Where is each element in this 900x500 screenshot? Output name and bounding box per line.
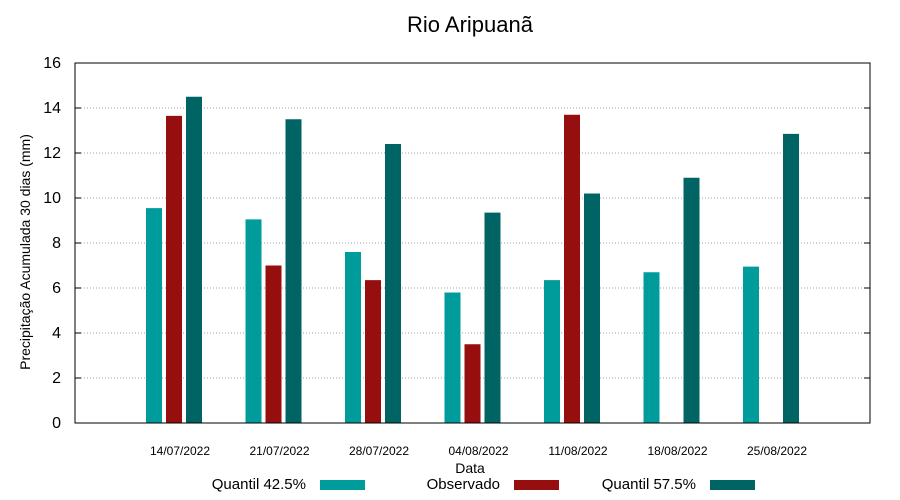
bar-observado-4	[564, 114, 580, 423]
x-tick-label: 25/08/2022	[747, 444, 807, 458]
y-tick-label: 14	[43, 100, 61, 117]
y-tick-label: 2	[52, 370, 61, 387]
bar-quantil-42-5-2	[345, 252, 361, 423]
bar-quantil-42-5-1	[245, 219, 262, 423]
legend-swatch	[320, 480, 365, 490]
bar-quantil-57-5-0	[186, 96, 202, 423]
bars	[146, 96, 799, 423]
grid	[75, 107, 870, 379]
bar-quantil-57-5-4	[584, 193, 600, 423]
y-tick-label: 12	[43, 145, 61, 162]
bar-quantil-42-5-5	[643, 272, 660, 423]
y-tick-label: 10	[43, 190, 61, 207]
x-tick-label: 04/08/2022	[448, 444, 508, 458]
bar-observado-2	[365, 280, 381, 423]
bar-quantil-57-5-1	[285, 119, 302, 423]
bar-observado-0	[166, 115, 182, 423]
x-tick-label: 21/07/2022	[249, 444, 309, 458]
x-axis-ticks: 14/07/2022 21/07/2022 28/07/2022 04/08/2022…	[150, 444, 807, 458]
y-axis-ticks: 0 2 4 6 8 10 12 14 16	[43, 55, 870, 432]
y-tick-label: 8	[52, 235, 61, 252]
chart-title: Rio Aripuanã	[407, 12, 534, 37]
bar-quantil-57-5-6	[783, 133, 799, 423]
y-tick-label: 6	[52, 280, 61, 297]
legend: Quantil 42.5% Observado Quantil 57.5%	[212, 476, 755, 493]
y-axis-label: Precipitação Acumulada 30 dias (mm)	[17, 134, 33, 370]
legend-swatch	[710, 480, 755, 490]
x-tick-label: 14/07/2022	[150, 444, 210, 458]
bar-observado-1	[265, 265, 282, 423]
bar-quantil-42-5-3	[444, 292, 461, 423]
bar-quantil-57-5-5	[683, 177, 700, 423]
legend-label: Observado	[427, 476, 500, 493]
legend-label: Quantil 57.5%	[602, 476, 696, 493]
bar-quantil-57-5-2	[385, 144, 401, 423]
bar-quantil-57-5-3	[484, 212, 501, 423]
x-tick-label: 28/07/2022	[349, 444, 409, 458]
bar-observado-3	[464, 344, 481, 423]
bar-quantil-42-5-0	[146, 208, 162, 423]
legend-swatch	[514, 480, 559, 490]
bar-quantil-42-5-4	[544, 280, 560, 423]
y-tick-label: 4	[52, 325, 61, 342]
legend-label: Quantil 42.5%	[212, 476, 306, 493]
x-tick-label: 18/08/2022	[647, 444, 707, 458]
y-tick-label: 16	[43, 55, 61, 72]
x-tick-label: 11/08/2022	[548, 444, 607, 458]
bar-quantil-42-5-6	[743, 266, 759, 423]
y-tick-label: 0	[52, 415, 61, 432]
x-axis-label: Data	[455, 460, 485, 476]
